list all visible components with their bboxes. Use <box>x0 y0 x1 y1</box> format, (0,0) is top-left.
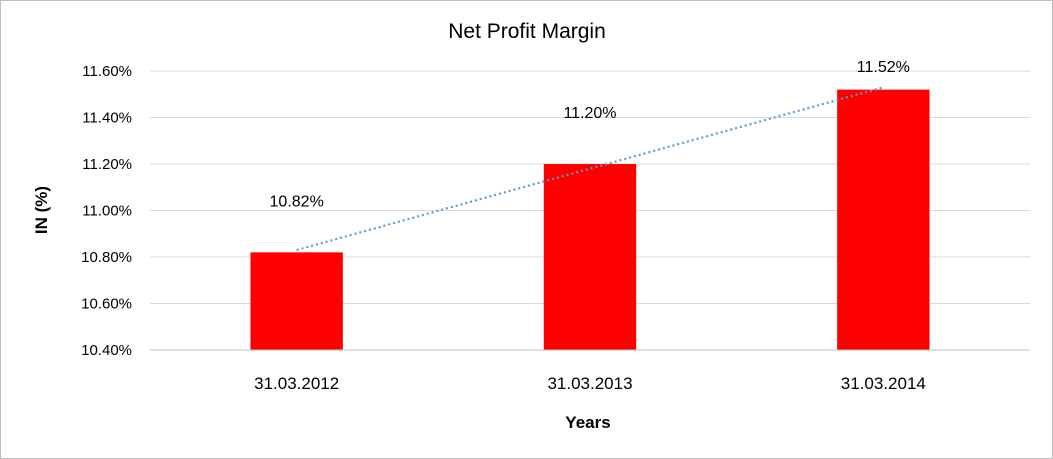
x-category-label: 31.03.2012 <box>254 374 339 393</box>
data-labels: 10.82% 11.20% 11.52% <box>270 59 910 210</box>
bar <box>250 252 343 350</box>
x-axis-title: Years <box>565 413 610 432</box>
y-tick-label: 11.20% <box>82 156 132 173</box>
x-category-label: 31.03.2014 <box>841 374 926 393</box>
data-label: 10.82% <box>270 193 324 210</box>
bar <box>837 89 930 350</box>
trendline <box>296 86 884 252</box>
x-category-label: 31.03.2013 <box>547 374 632 393</box>
y-tick-label: 10.40% <box>81 342 132 359</box>
y-tick-label: 11.60% <box>82 63 132 80</box>
y-axis-title: IN (%) <box>32 186 51 234</box>
bar <box>543 164 637 350</box>
y-tick-label: 11.00% <box>82 203 132 220</box>
y-tick-label: 10.80% <box>81 249 132 266</box>
data-label: 11.52% <box>857 59 910 76</box>
trendline-group <box>296 86 884 252</box>
y-tick-label: 11.40% <box>82 110 132 127</box>
bars <box>250 89 930 350</box>
data-label: 11.20% <box>563 105 616 122</box>
y-axis-ticks: 10.40% 10.60% 10.80% 11.00% 11.20% 11.40% 11.6… <box>81 63 132 359</box>
chart-title: Net Profit Margin <box>448 20 606 43</box>
x-axis-categories: 31.03.2012 31.03.2013 31.03.2014 <box>254 374 926 393</box>
y-tick-label: 10.60% <box>81 296 132 313</box>
